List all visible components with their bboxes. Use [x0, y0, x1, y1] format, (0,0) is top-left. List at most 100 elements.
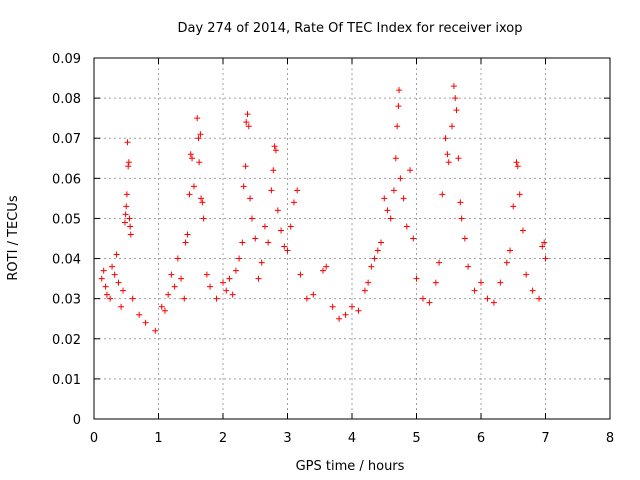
data-point: [109, 263, 116, 270]
data-point: [503, 259, 510, 266]
data-point: [355, 307, 362, 314]
data-point: [181, 295, 188, 302]
data-point: [168, 271, 175, 278]
data-point: [400, 195, 407, 202]
y-tick-label: 0.05: [52, 212, 81, 227]
data-point: [329, 303, 336, 310]
data-point: [323, 263, 330, 270]
x-tick-label: 7: [541, 431, 549, 446]
data-point: [249, 215, 256, 222]
data-point: [490, 299, 497, 306]
data-point: [142, 319, 149, 326]
x-tick-label: 8: [606, 431, 614, 446]
data-point: [124, 139, 131, 146]
data-point: [232, 267, 239, 274]
data-point: [186, 191, 193, 198]
data-point: [390, 187, 397, 194]
data-point: [381, 195, 388, 202]
data-point: [452, 95, 459, 102]
y-tick-label: 0.07: [52, 132, 81, 147]
y-tick-label: 0.02: [52, 333, 81, 348]
data-point: [394, 123, 401, 130]
data-point: [261, 223, 268, 230]
data-point: [284, 247, 291, 254]
data-point: [236, 255, 243, 262]
data-point: [397, 175, 404, 182]
data-point: [121, 219, 128, 226]
data-point: [297, 271, 304, 278]
data-point: [419, 295, 426, 302]
data-point: [471, 287, 478, 294]
data-point: [461, 235, 468, 242]
data-point: [255, 275, 262, 282]
x-tick-label: 3: [283, 431, 291, 446]
y-tick-label: 0.03: [52, 293, 81, 308]
data-point: [189, 155, 196, 162]
data-point: [444, 151, 451, 158]
data-point: [378, 239, 385, 246]
data-point: [244, 111, 251, 118]
y-tick-label: 0.09: [52, 52, 81, 67]
data-point: [371, 255, 378, 262]
data-point: [113, 251, 120, 258]
data-point: [365, 279, 372, 286]
data-point: [165, 291, 172, 298]
data-point: [349, 303, 355, 310]
data-point: [529, 287, 536, 294]
data-point: [274, 207, 281, 214]
data-point: [268, 187, 275, 194]
data-point: [247, 195, 254, 202]
data-point: [395, 103, 402, 110]
data-point: [516, 191, 523, 198]
data-point: [100, 267, 107, 274]
data-point: [410, 235, 417, 242]
data-point: [239, 239, 246, 246]
data-point: [258, 259, 265, 266]
data-point: [465, 263, 472, 270]
data-point: [125, 163, 132, 170]
x-tick-label: 0: [90, 431, 98, 446]
data-point: [129, 295, 136, 302]
data-points: [98, 83, 549, 334]
data-point: [161, 307, 168, 314]
data-point: [387, 215, 394, 222]
data-point: [287, 223, 294, 230]
data-point: [439, 191, 446, 198]
data-point: [458, 215, 465, 222]
data-point: [457, 199, 464, 206]
data-point: [199, 199, 206, 206]
data-point: [432, 279, 439, 286]
data-point: [152, 327, 159, 334]
data-point: [455, 155, 462, 162]
data-point: [213, 295, 220, 302]
data-point: [453, 107, 460, 114]
data-point: [442, 135, 449, 142]
data-point: [407, 167, 414, 174]
data-point: [120, 287, 127, 294]
data-point: [207, 283, 214, 290]
data-point: [115, 279, 122, 286]
data-point: [368, 263, 375, 270]
data-point: [374, 247, 381, 254]
data-point: [384, 207, 391, 214]
data-point: [336, 315, 343, 322]
data-point: [184, 231, 191, 238]
data-point: [265, 239, 272, 246]
data-point: [536, 295, 543, 302]
data-point: [507, 247, 514, 254]
data-point: [523, 271, 530, 278]
x-axis-label: GPS time / hours: [296, 459, 405, 474]
data-point: [271, 143, 278, 150]
data-point: [190, 183, 197, 190]
y-axis-label: ROTI / TECUs: [6, 195, 21, 280]
y-tick-label: 0: [73, 413, 81, 428]
data-point: [195, 135, 202, 142]
data-point: [478, 279, 484, 286]
data-point: [123, 191, 130, 198]
data-point: [194, 115, 201, 122]
data-point: [187, 151, 194, 158]
data-point: [196, 159, 203, 166]
data-point: [278, 227, 285, 234]
y-tick-label: 0.01: [52, 373, 81, 388]
data-point: [510, 203, 517, 210]
